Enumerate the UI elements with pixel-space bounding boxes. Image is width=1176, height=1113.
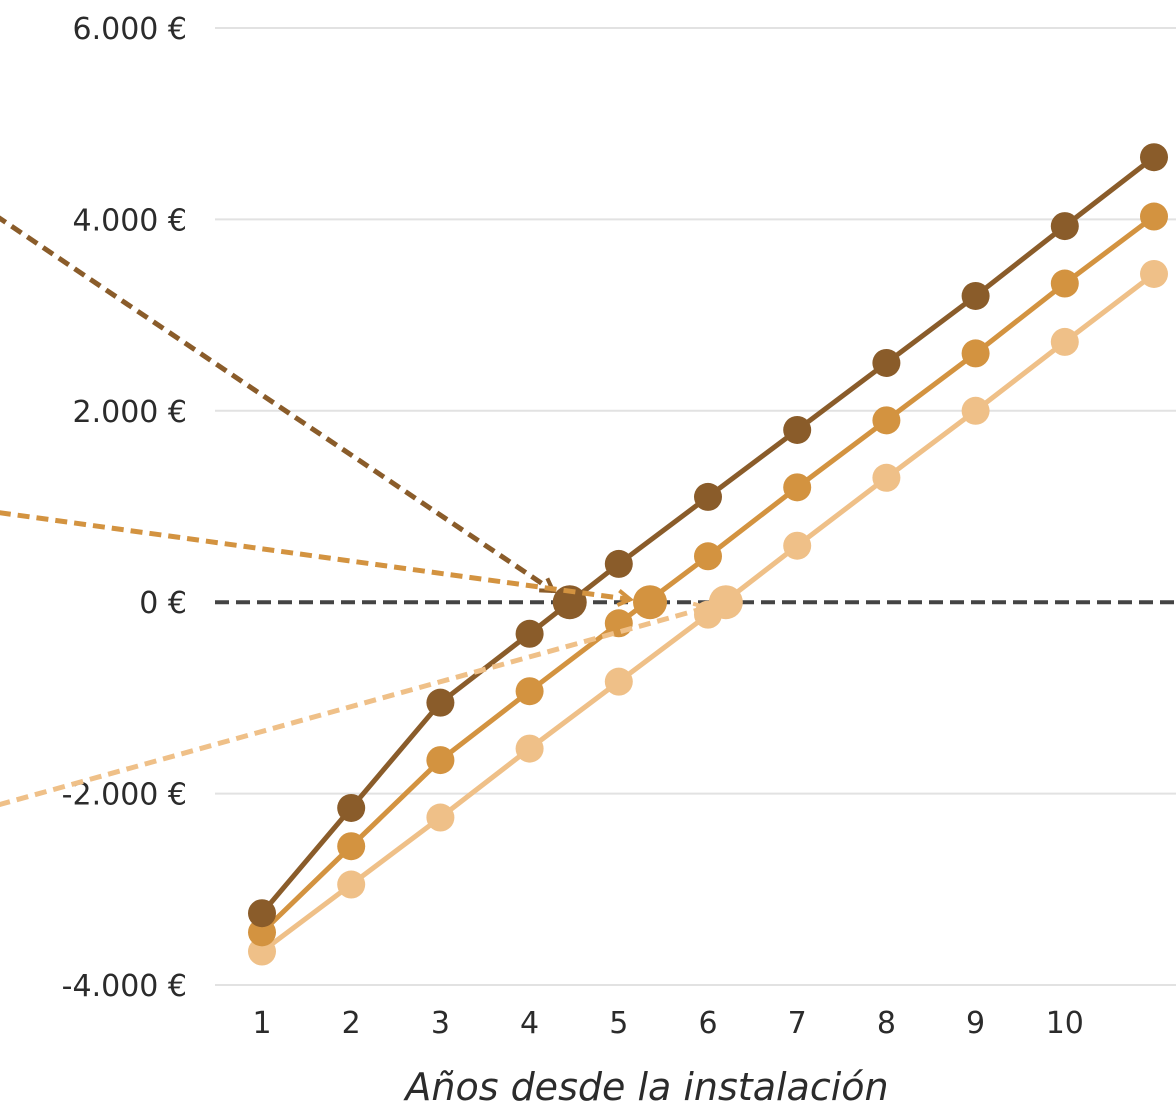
series-1-point	[1140, 143, 1168, 172]
x-tick-label: 7	[788, 1006, 807, 1041]
x-tick-label: 8	[877, 1006, 896, 1041]
x-tick-label: 6	[698, 1006, 717, 1041]
series-2-point	[872, 406, 901, 435]
x-tick-label: 5	[609, 1006, 628, 1041]
series-1-point	[872, 348, 901, 377]
break-even-point-3	[708, 585, 743, 620]
series-2-point	[783, 473, 812, 502]
series-3-point	[783, 531, 812, 560]
x-tick-label: 3	[431, 1006, 450, 1041]
y-tick-label: 2.000 €	[72, 395, 187, 430]
series-2-point	[1050, 269, 1079, 298]
series-3-point	[1050, 327, 1079, 356]
series-3-point	[604, 667, 633, 696]
x-tick-label: 4	[520, 1006, 539, 1041]
series-1-point	[961, 281, 990, 310]
break-even-point-2	[633, 585, 668, 620]
annotation-arrow-line-2	[0, 510, 631, 602]
series-group	[248, 143, 1168, 966]
series-3-point	[515, 734, 544, 763]
x-tick-label: 1	[252, 1006, 271, 1041]
break-even-point-1	[552, 585, 587, 620]
series-1-point	[783, 415, 812, 444]
series-2-point	[694, 542, 722, 571]
series-3-point	[337, 870, 366, 899]
series-2-point	[337, 832, 366, 861]
series-1-point	[694, 482, 722, 511]
series-line-2	[260, 214, 1156, 935]
series-3-point	[248, 937, 276, 966]
annotation-arrow-line-1	[0, 215, 555, 594]
annotation-arrowhead-3	[692, 601, 711, 620]
y-tick-label: 0 €	[139, 586, 187, 621]
series-3-point	[426, 803, 455, 832]
gridlines	[215, 27, 1176, 986]
series-1-point	[1050, 212, 1079, 241]
annotation-arrow-line-3	[0, 605, 708, 808]
series-3-point	[1140, 259, 1168, 288]
x-tick-label: 9	[966, 1006, 985, 1041]
series-3-point	[872, 463, 901, 492]
y-tick-label: 4.000 €	[72, 203, 187, 238]
x-axis-ticks: 1 2 3 4 5 6 7 8 9 10	[252, 1006, 1083, 1041]
x-tick-label: 2	[342, 1006, 361, 1041]
series-1-point	[515, 619, 544, 648]
x-axis-label: Años desde la instalación	[402, 1065, 888, 1109]
annotations	[0, 215, 743, 808]
series-2-point	[426, 746, 455, 775]
series-1-point	[604, 549, 633, 578]
x-tick-label: 10	[1046, 1006, 1084, 1041]
series-2-point	[961, 339, 990, 368]
y-axis-ticks: -4.000 €-2.000 €0 €2.000 €4.000 €6.000 €	[62, 12, 187, 1004]
y-tick-label: -4.000 €	[62, 969, 187, 1004]
series-1-point	[426, 688, 455, 717]
y-tick-label: 6.000 €	[72, 12, 187, 47]
series-2-point	[248, 918, 276, 947]
series-1-point	[248, 899, 276, 928]
annotation-arrowhead-2	[616, 589, 634, 607]
series-2-point	[1140, 202, 1168, 231]
series-1-point	[337, 793, 366, 822]
series-3-point	[961, 396, 990, 425]
series-2-point	[515, 677, 544, 706]
